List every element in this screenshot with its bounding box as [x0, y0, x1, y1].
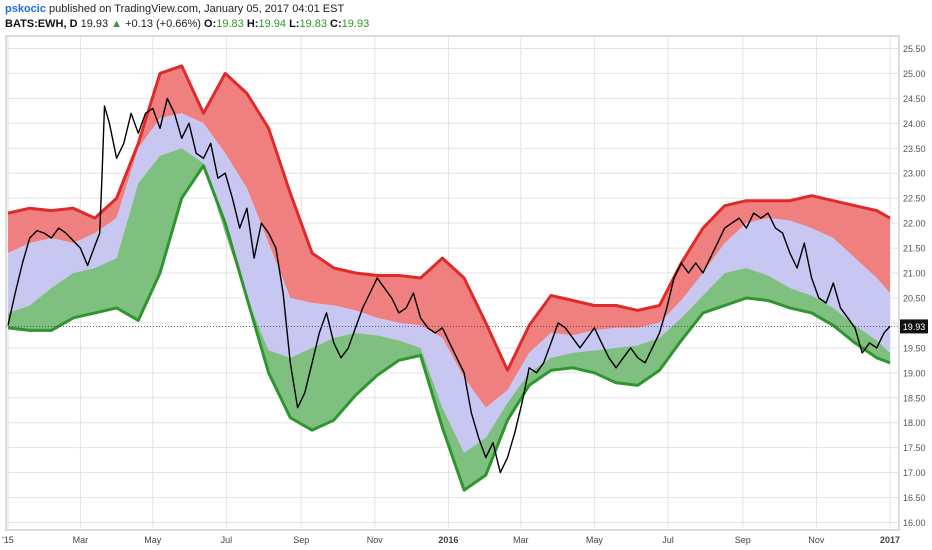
close-value: 19.93: [341, 18, 370, 30]
price-change: +0.13 (+0.66%): [125, 18, 201, 30]
price-series: [7, 97, 891, 474]
low-value: 19.83: [299, 18, 327, 30]
x-tick-label: '15: [2, 535, 14, 545]
high-label: H:: [246, 18, 259, 30]
up-arrow-icon: ▲: [111, 18, 123, 30]
symbol-label: BATS:EWH, D: [5, 18, 78, 30]
last-price-marker: 19.93: [6, 319, 928, 334]
x-tick-label: May: [144, 535, 162, 545]
x-tick-label: May: [586, 535, 604, 545]
x-tick-label: Nov: [367, 535, 384, 545]
chart-header: pskocic published on TradingView.com, Ja…: [5, 2, 925, 34]
x-tick-label: Nov: [808, 535, 825, 545]
publish-line: pskocic published on TradingView.com, Ja…: [5, 2, 925, 17]
x-tick-label: Jul: [221, 535, 233, 545]
y-tick-label: 24.00: [903, 119, 926, 129]
y-tick-label: 17.00: [903, 468, 926, 478]
upper-band: [8, 65, 890, 408]
lower-band: [8, 148, 890, 491]
last-price-label: 19.93: [903, 322, 926, 332]
x-tick-label: Mar: [513, 535, 529, 545]
x-tick-label: Mar: [73, 535, 89, 545]
y-tick-label: 21.00: [903, 269, 926, 279]
y-tick-label: 23.00: [903, 169, 926, 179]
y-tick-label: 25.50: [903, 44, 926, 54]
x-tick-label: 2017: [880, 535, 900, 545]
y-tick-label: 25.00: [903, 69, 926, 79]
y-tick-label: 23.50: [903, 144, 926, 154]
y-tick-label: 22.50: [903, 194, 926, 204]
y-tick-label: 21.50: [903, 244, 926, 254]
y-tick-label: 19.00: [903, 368, 926, 378]
middle-band: [8, 113, 890, 453]
last-price-badge: [900, 319, 928, 334]
y-tick-label: 18.00: [903, 418, 926, 428]
open-value: 19.83: [216, 18, 244, 30]
price-line: [7, 97, 891, 474]
published-text: published on TradingView.com, January 05…: [49, 3, 345, 15]
y-tick-label: 24.50: [903, 94, 926, 104]
y-tick-label: 17.50: [903, 443, 926, 453]
y-axis: 16.00 16.50 17.00 17.50 18.00 18.50 19.00 19.50…: [903, 44, 926, 528]
x-tick-label: Sep: [293, 535, 309, 545]
y-tick-label: 19.50: [903, 343, 926, 353]
x-tick-label: 2016: [438, 535, 458, 545]
y-tick-label: 16.50: [903, 493, 926, 503]
x-axis: '15 Mar May Jul Sep Nov 2016 Mar May Jul Sep Nov 201…: [2, 535, 900, 545]
high-value: 19.94: [258, 18, 286, 30]
y-tick-label: 18.50: [903, 393, 926, 403]
x-tick-label: Sep: [735, 535, 751, 545]
upper-band-line: [7, 64, 891, 372]
ohlc-line: BATS:EWH, D 19.93 ▲ +0.13 (+0.66%) O:19.…: [5, 17, 925, 32]
open-label: O:: [204, 18, 217, 30]
y-tick-label: 22.00: [903, 219, 926, 229]
close-label: C:: [330, 18, 342, 30]
lower-band-line: [7, 164, 891, 492]
author-link[interactable]: pskocic: [5, 3, 46, 15]
y-tick-label: 20.50: [903, 293, 926, 303]
x-tick-label: Jul: [662, 535, 674, 545]
y-tick-label: 16.00: [903, 518, 926, 528]
last-price: 19.93: [80, 18, 109, 30]
low-label: L:: [289, 18, 300, 30]
envelope-bands: [7, 64, 891, 492]
